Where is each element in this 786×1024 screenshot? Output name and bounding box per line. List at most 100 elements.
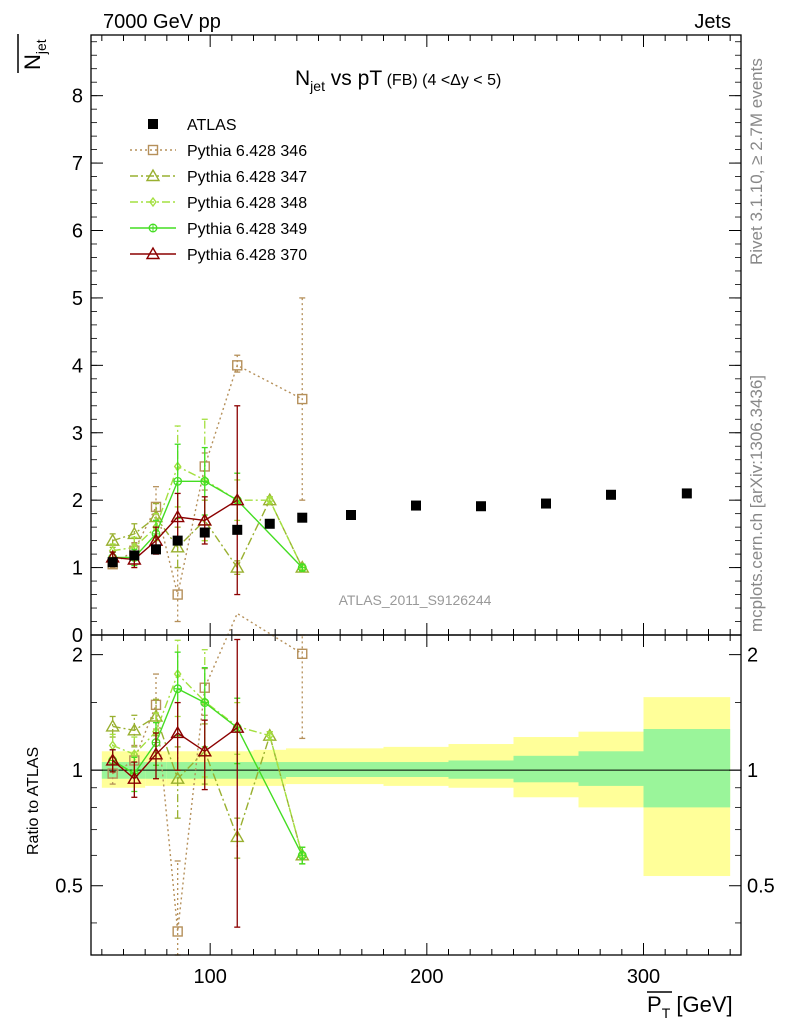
main-ytick-label: 7 (72, 153, 83, 175)
ratio-series-1-point (148, 709, 164, 722)
ratio-ytick-label: 2 (72, 645, 83, 667)
main-ytick-label: 5 (72, 288, 83, 310)
ratio-series-layer (105, 612, 310, 956)
main-ytick-label: 8 (72, 86, 83, 108)
legend-item: Pythia 6.428 348 (130, 195, 307, 212)
main-series-4-point (170, 509, 185, 523)
ratio-series-3-point (200, 698, 210, 708)
ratio-series-4-point (197, 743, 212, 757)
ratio-ytick-label-right: 1 (747, 760, 758, 782)
legend: ATLAS Pythia 6.428 346 Pythia 6.428 347 Pyt… (130, 117, 307, 264)
main-ytick-label: 6 (72, 221, 83, 243)
atlas-data-point (232, 524, 243, 535)
ratio-series-4-point (230, 720, 245, 733)
legend-label: ATLAS (187, 117, 237, 134)
main-series-2-line (112, 465, 303, 568)
legend-marker (145, 168, 161, 182)
main-ytick-label: 3 (72, 423, 83, 445)
legend-item: ATLAS (148, 117, 237, 134)
atlas-data-point (199, 527, 210, 538)
title-small: (FB) (4 <Δy < 5) (382, 72, 501, 89)
ratio-ylabel: Ratio to ATLAS (25, 747, 42, 855)
ratio-series-4-point (127, 771, 142, 784)
legend-item: Pythia 6.428 346 (130, 143, 307, 160)
xlabel-unit: [GeV] (670, 992, 732, 1017)
ratio-series-4 (105, 638, 245, 928)
atlas-data-point (129, 550, 140, 561)
ratio-series-4-errorbar (174, 701, 181, 771)
main-series-2-point (265, 495, 274, 506)
stat-band (318, 762, 384, 777)
main-ytick-label: 1 (72, 558, 83, 580)
ratio-series-1-point (105, 719, 120, 732)
ratio-series-4-point (105, 753, 120, 766)
ratio-series-2-point (265, 730, 274, 741)
ylabel-main: N (20, 54, 45, 70)
mcplots-label: mcplots.cern.ch [arXiv:1306.3436] (747, 375, 766, 632)
ylabel-sub: jet (33, 39, 49, 55)
ratio-band-layer (101, 697, 731, 877)
atlas-data-point (151, 544, 161, 555)
ratio-axes-layer: 0.5 0.5 1 1 2 2 100 200 300 (55, 635, 775, 988)
main-series-4-errorbar (234, 405, 241, 596)
ratio-xtick-label: 200 (410, 966, 443, 988)
ratio-series-1-errorbar (131, 714, 138, 748)
main-series-0-point (297, 393, 308, 405)
ratio-panel: 0.5 0.5 1 1 2 2 100 200 300 Ratio to ATLAS PT [G… (25, 612, 775, 1021)
stat-band (578, 751, 644, 786)
ratio-series-4-errorbar (201, 719, 208, 791)
ratio-series-4-errorbar (131, 761, 138, 798)
main-series-4 (105, 405, 245, 596)
xlabel-text: PT [GeV] (647, 992, 733, 1021)
main-series-1-line (112, 498, 303, 569)
ratio-ytick-label-right: 0.5 (747, 876, 775, 898)
ratio-series-3-point (173, 684, 183, 694)
ratio-series-0-point (297, 648, 308, 660)
legend-item: Pythia 6.428 347 (130, 168, 307, 186)
main-ytick-label: 4 (72, 355, 83, 377)
legend-label: Pythia 6.428 348 (187, 195, 307, 212)
xlabel-sub: T (662, 1005, 671, 1021)
ratio-frame (90, 634, 742, 956)
ratio-series-1-line (112, 715, 303, 856)
ratio-series-4-errorbar (234, 638, 241, 928)
main-series-3-point (297, 563, 307, 573)
atlas-data-point (411, 500, 421, 511)
legend-marker (145, 246, 161, 260)
main-series-0-point (232, 360, 243, 371)
legend-label: Pythia 6.428 346 (187, 143, 307, 160)
ratio-series-2-line (112, 672, 303, 856)
legend-label: Pythia 6.428 349 (187, 221, 307, 238)
main-ytick-label: 0 (72, 625, 83, 647)
title-rest: vs pT (325, 67, 382, 90)
legend-label: Pythia 6.428 347 (187, 169, 307, 186)
ratio-series-4-line (112, 727, 238, 780)
legend-item: Pythia 6.428 370 (130, 246, 307, 264)
stat-band (643, 729, 731, 808)
header-right: Jets (694, 11, 731, 33)
stat-band (448, 760, 514, 779)
stat-band (383, 762, 449, 777)
atlas-data-point (541, 498, 551, 509)
main-series-0-point (172, 589, 183, 600)
ratio-series-1-point (127, 722, 142, 736)
xlabel-main: P (647, 992, 662, 1017)
main-series-3-point (200, 476, 210, 486)
title-main: N (295, 67, 310, 90)
ratio-series-1-point (170, 771, 185, 784)
atlas-data-point (172, 535, 183, 546)
atlas-data-point (264, 518, 275, 529)
title-sub: jet (309, 78, 325, 94)
main-ylabel: Njet (17, 34, 49, 73)
legend-marker (147, 144, 159, 156)
ratio-xtick-label: 300 (627, 966, 660, 988)
main-series-0-errorbar (299, 297, 306, 501)
main-series-3-point (173, 476, 183, 486)
ratio-xtick-label: 100 (193, 966, 226, 988)
atlas-data-point (107, 557, 118, 568)
rivet-label: Rivet 3.1.10, ≥ 2.7M events (747, 58, 766, 265)
header-left: 7000 GeV pp (103, 11, 221, 33)
plot-title: Njet vs pT (FB) (4 <Δy < 5) (295, 67, 501, 94)
legend-label: Pythia 6.428 370 (187, 247, 307, 264)
main-series-4-point (230, 492, 245, 506)
